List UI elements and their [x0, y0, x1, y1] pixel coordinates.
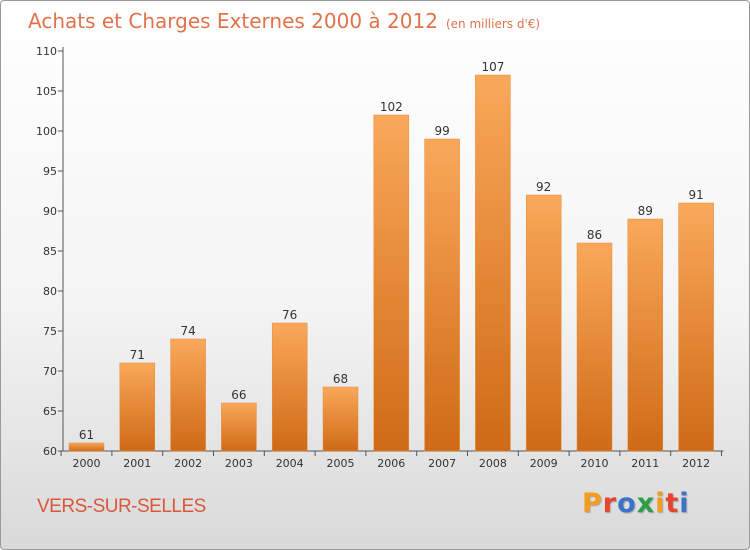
data-label-2010: 86 [587, 228, 602, 242]
x-tick-label: 2010 [581, 457, 609, 470]
bar-2003 [221, 402, 257, 452]
y-tick-label: 90 [43, 205, 57, 218]
title-block: Achats et Charges Externes 2000 à 2012 (e… [28, 9, 540, 33]
x-tick-label: 2006 [377, 457, 405, 470]
x-tick-label: 2002 [174, 457, 202, 470]
y-tick-label: 70 [43, 365, 57, 378]
data-label-2007: 99 [434, 124, 449, 138]
x-tick-label: 2001 [123, 457, 151, 470]
logo-letter: o [617, 488, 637, 519]
y-tick-label: 65 [43, 405, 57, 418]
y-tick-label: 110 [36, 45, 57, 58]
bar-2012 [678, 202, 714, 452]
logo-letter: r [602, 488, 618, 519]
data-label-2006: 102 [380, 100, 403, 114]
proxiti-logo: Proxiti [582, 488, 690, 519]
data-label-2012: 91 [688, 188, 703, 202]
logo-letter: t [665, 488, 680, 519]
data-label-2002: 74 [180, 324, 195, 338]
x-tick-label: 2011 [631, 457, 659, 470]
logo-letter: x [636, 488, 656, 519]
bar-2001 [119, 362, 156, 452]
data-label-2005: 68 [333, 372, 348, 386]
x-tick-label: 2008 [479, 457, 507, 470]
x-tick-label: 2003 [225, 457, 253, 470]
x-tick-label: 2012 [682, 457, 710, 470]
bar-2011 [627, 218, 664, 452]
y-tick-label: 75 [43, 325, 57, 338]
x-tick-label: 2007 [428, 457, 456, 470]
data-label-2009: 92 [536, 180, 551, 194]
x-tick-label: 2000 [73, 457, 101, 470]
bar-2005 [322, 386, 359, 452]
x-tick-label: 2004 [276, 457, 304, 470]
chart-title: Achats et Charges Externes 2000 à 2012 [28, 9, 438, 33]
y-tick-label: 60 [43, 445, 57, 458]
bar-2009 [525, 194, 562, 452]
logo-letter: P [582, 488, 603, 519]
data-label-2001: 71 [130, 348, 145, 362]
data-label-2000: 61 [79, 428, 94, 442]
bar-2000 [68, 442, 105, 452]
bar-2008 [475, 74, 511, 452]
data-label-2004: 76 [282, 308, 297, 322]
bar-2007 [424, 138, 460, 452]
y-tick-label: 105 [36, 85, 57, 98]
logo-letter: i [679, 488, 690, 519]
y-tick-label: 85 [43, 245, 57, 258]
axes: 60 65 70 75 80 85 90 95 100 105 110 2000 2001 2002 200… [36, 45, 724, 470]
bar-2006 [373, 114, 410, 452]
data-labels: 61 71 74 66 76 68 102 99 107 92 86 89 91 [79, 60, 704, 442]
y-tick-label: 95 [43, 165, 57, 178]
data-label-2011: 89 [638, 204, 653, 218]
bars [68, 74, 714, 452]
data-label-2003: 66 [231, 388, 246, 402]
y-tick-label: 100 [36, 125, 57, 138]
commune-name: VERS-SUR-SELLES [37, 496, 206, 517]
bar-2010 [576, 242, 613, 452]
data-label-2008: 107 [481, 60, 504, 74]
x-tick-label: 2009 [530, 457, 558, 470]
y-tick-label: 80 [43, 285, 57, 298]
logo-letter: i [655, 488, 666, 519]
chart-unit: (en milliers d'€) [445, 17, 541, 31]
bar-2002 [170, 338, 206, 452]
x-tick-label: 2005 [327, 457, 355, 470]
bar-2004 [271, 322, 308, 452]
